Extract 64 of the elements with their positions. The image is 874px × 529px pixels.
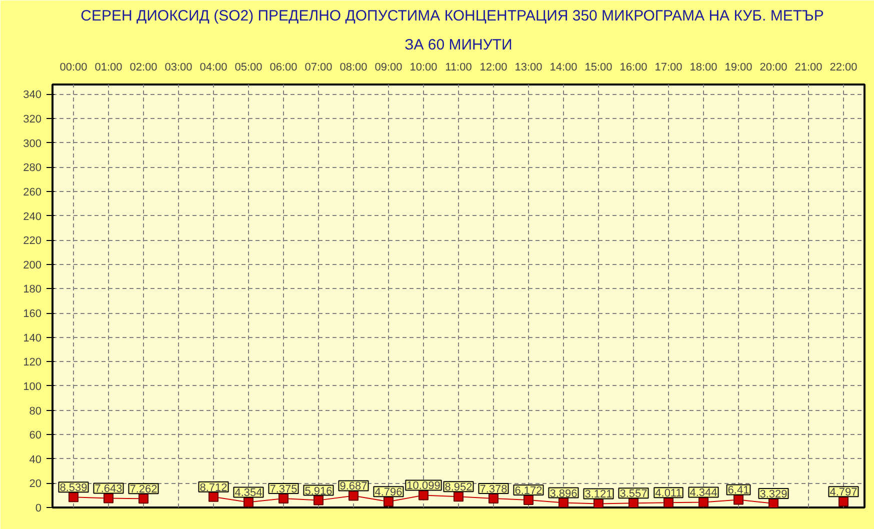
x-tick-label: 02:00 xyxy=(130,62,158,74)
x-tick-label: 12:00 xyxy=(480,62,508,74)
y-tick-label: 80 xyxy=(29,405,42,418)
y-tick-label: 280 xyxy=(23,162,42,174)
y-tick-label: 240 xyxy=(23,210,42,223)
data-label: 8.712 xyxy=(200,482,228,494)
chart-subtitle: ЗА 60 МИНУТИ xyxy=(404,36,512,54)
data-label: 6.41 xyxy=(728,484,750,497)
x-tick-label: 07:00 xyxy=(304,62,332,74)
y-tick-label: 0 xyxy=(35,502,42,514)
x-tick-label: 20:00 xyxy=(760,62,788,74)
y-tick-label: 60 xyxy=(29,430,42,442)
x-tick-label: 21:00 xyxy=(794,62,822,74)
data-label: 9.687 xyxy=(340,480,368,493)
data-label: 3.557 xyxy=(620,488,648,500)
x-tick-label: 13:00 xyxy=(514,62,542,74)
x-tick-label: 00:00 xyxy=(60,62,88,74)
y-tick-label: 340 xyxy=(23,89,42,102)
data-label: 6.172 xyxy=(514,485,542,497)
data-label: 4.354 xyxy=(234,487,262,500)
x-tick-label: 14:00 xyxy=(550,62,578,74)
data-label: 4.344 xyxy=(690,487,718,500)
data-label: 8.539 xyxy=(60,482,88,494)
x-tick-label: 05:00 xyxy=(234,62,262,74)
chart-title: СЕРЕН ДИОКСИД (SO2) ПРЕДЕЛНО ДОПУСТИМА КОНЦЕНТРАЦИЯ 350 МИКРОГРАМА НА КУБ. МЕТЪР xyxy=(80,8,824,24)
data-label: 8.952 xyxy=(444,482,472,494)
y-tick-label: 220 xyxy=(23,235,42,248)
y-tick-label: 160 xyxy=(23,308,42,320)
x-tick-label: 22:00 xyxy=(830,62,858,74)
data-label: 7.643 xyxy=(94,483,122,496)
data-label: 4.011 xyxy=(655,488,682,500)
x-tick-label: 06:00 xyxy=(270,62,298,74)
data-label: 7.262 xyxy=(130,484,158,496)
x-tick-label: 04:00 xyxy=(200,62,228,74)
y-tick-label: 40 xyxy=(29,454,42,466)
y-tick-label: 300 xyxy=(23,138,42,150)
data-label: 4.797 xyxy=(830,486,858,499)
y-tick-label: 260 xyxy=(23,186,42,198)
y-tick-label: 180 xyxy=(23,284,42,296)
x-tick-label: 17:00 xyxy=(654,62,682,74)
x-tick-label: 01:00 xyxy=(94,62,122,74)
y-tick-label: 320 xyxy=(23,114,42,126)
data-label: 3.329 xyxy=(760,488,788,500)
y-tick-label: 100 xyxy=(23,380,42,393)
data-label: 4.796 xyxy=(374,486,402,499)
x-tick-label: 18:00 xyxy=(690,62,718,74)
data-label: 3.121 xyxy=(584,488,612,501)
x-tick-label: 19:00 xyxy=(724,62,752,74)
data-label: 5.916 xyxy=(304,485,332,498)
x-tick-label: 08:00 xyxy=(340,62,368,74)
x-tick-label: 03:00 xyxy=(164,62,192,74)
data-label: 3.896 xyxy=(550,488,578,500)
y-tick-label: 140 xyxy=(23,332,42,344)
x-tick-label: 16:00 xyxy=(620,62,648,74)
x-tick-label: 11:00 xyxy=(445,62,472,74)
y-tick-label: 200 xyxy=(23,259,42,272)
y-tick-label: 120 xyxy=(23,356,42,369)
data-label: 7.375 xyxy=(270,484,298,496)
data-label: 7.378 xyxy=(480,484,508,496)
x-tick-label: 15:00 xyxy=(584,62,612,74)
y-tick-label: 20 xyxy=(29,478,42,490)
x-tick-label: 10:00 xyxy=(410,62,438,74)
data-label: 10.099 xyxy=(406,480,440,492)
x-tick-label: 09:00 xyxy=(374,62,402,74)
